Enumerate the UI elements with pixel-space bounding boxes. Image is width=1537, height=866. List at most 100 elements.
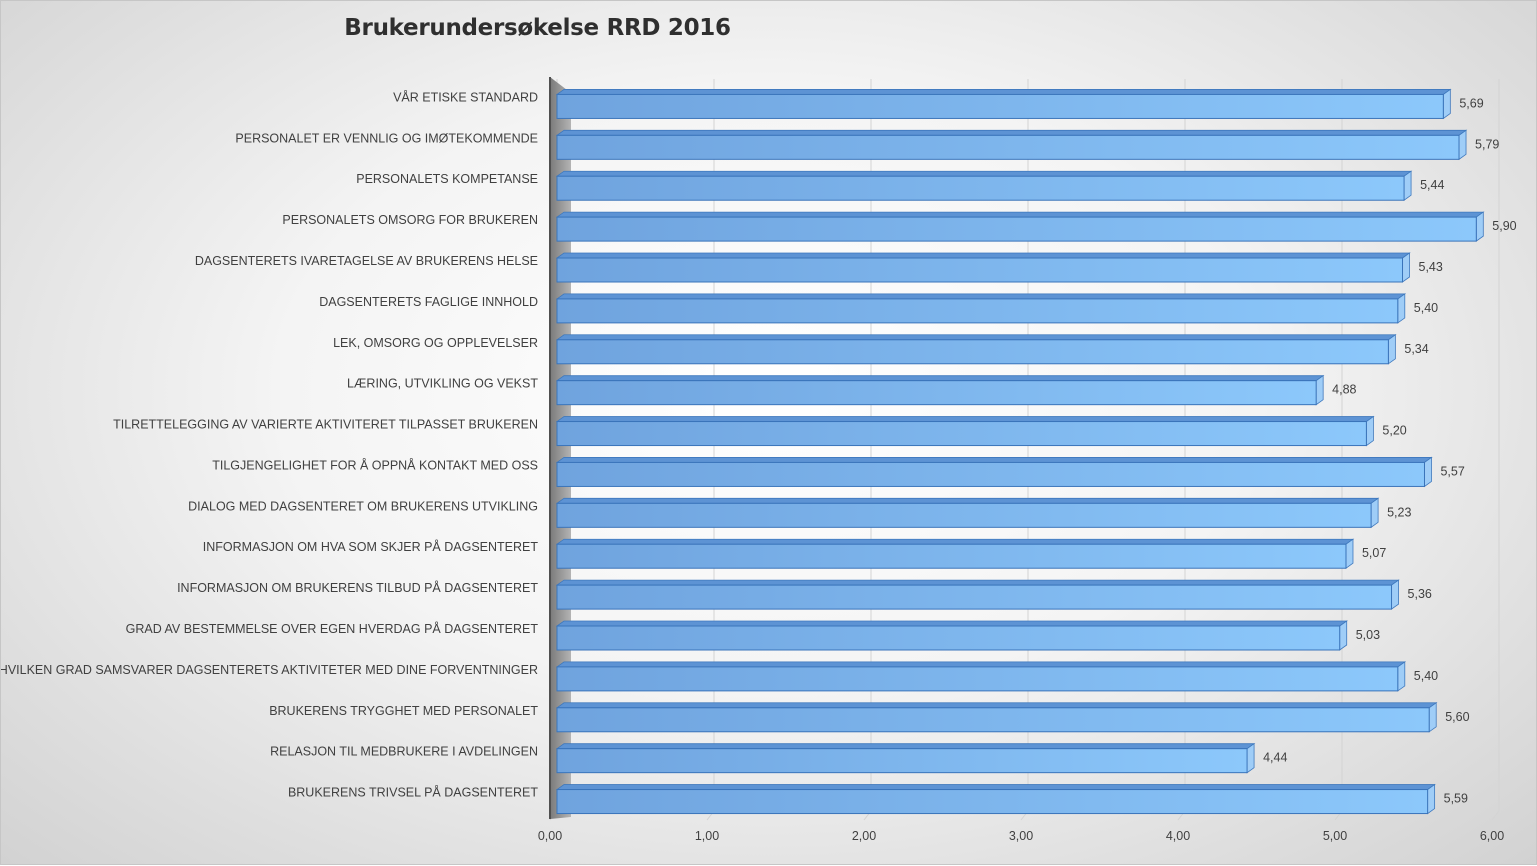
bar-top bbox=[555, 661, 1407, 668]
bar-end bbox=[1315, 374, 1324, 406]
data-label: 5,59 bbox=[1444, 792, 1468, 806]
x-tick-label: 2,00 bbox=[852, 829, 876, 843]
bar bbox=[556, 93, 1444, 119]
bar-end bbox=[1391, 579, 1399, 610]
data-label: 5,79 bbox=[1475, 137, 1499, 151]
category-label: BRUKERENS TRIVSEL PÅ DAGSENTERET bbox=[288, 785, 538, 800]
bar bbox=[556, 625, 1341, 651]
bar-top bbox=[555, 457, 1433, 463]
bar-end bbox=[1428, 702, 1437, 733]
category-label: VÅR ETISKE STANDARD bbox=[393, 89, 538, 104]
bar-top bbox=[555, 170, 1413, 177]
bar-end bbox=[1442, 88, 1451, 120]
category-label: DAGSENTERETS IVARETAGELSE AV BRUKERENS H… bbox=[195, 254, 538, 268]
bar-end bbox=[1424, 456, 1432, 488]
category-label: GRAD AV BESTEMMELSE OVER EGEN HVERDAG PÅ… bbox=[126, 621, 539, 636]
bar-top bbox=[555, 538, 1355, 545]
bar bbox=[556, 380, 1317, 406]
bar-top bbox=[555, 129, 1468, 136]
data-label: 5,90 bbox=[1492, 219, 1516, 233]
bar bbox=[556, 502, 1372, 528]
category-label: I HVILKEN GRAD SAMSVARER DAGSENTERETS AK… bbox=[1, 663, 538, 677]
data-label: 5,07 bbox=[1362, 546, 1386, 560]
bar bbox=[556, 707, 1430, 733]
category-label: TILGJENGELIGHET FOR Å OPPNÅ KONTAKT MED … bbox=[212, 457, 538, 472]
category-label: PERSONALETS KOMPETANSE bbox=[356, 172, 538, 186]
bar-top bbox=[555, 416, 1375, 422]
chart-title-text: Brukerundersøkelse RRD 2016 bbox=[344, 15, 731, 41]
bar-top bbox=[555, 743, 1256, 750]
x-tick-label: 1,00 bbox=[695, 829, 719, 843]
bar-end bbox=[1366, 415, 1374, 447]
data-label: 4,88 bbox=[1332, 383, 1356, 397]
bar-end bbox=[1427, 783, 1436, 815]
data-label: 5,57 bbox=[1440, 464, 1464, 478]
bar-top bbox=[555, 375, 1325, 382]
category-label: INFORMASJON OM BRUKERENS TILBUD PÅ DAGSE… bbox=[177, 580, 538, 595]
bar-top bbox=[555, 784, 1436, 790]
bar bbox=[556, 175, 1405, 201]
category-label: PERSONALETS OMSORG FOR BRUKEREN bbox=[282, 213, 538, 227]
bar bbox=[556, 298, 1399, 324]
bar bbox=[556, 789, 1429, 815]
bar-top bbox=[555, 293, 1407, 300]
data-label: 5,20 bbox=[1382, 424, 1406, 438]
bar-top bbox=[555, 497, 1380, 504]
bar-end bbox=[1402, 252, 1410, 283]
bar-top bbox=[555, 89, 1452, 95]
bar-end bbox=[1458, 129, 1467, 161]
data-label: 5,69 bbox=[1459, 96, 1483, 110]
bar-top bbox=[555, 211, 1485, 218]
bar bbox=[556, 584, 1393, 610]
gridline-floor bbox=[1491, 810, 1500, 821]
bar-top bbox=[555, 334, 1397, 341]
category-label: INFORMASJON OM HVA SOM SKJER PÅ DAGSENTE… bbox=[203, 539, 539, 554]
bar-end bbox=[1387, 334, 1396, 365]
data-label: 5,40 bbox=[1414, 669, 1438, 683]
bar-end bbox=[1397, 293, 1406, 324]
category-label: LEK, OMSORG OG OPPLEVELSER bbox=[333, 336, 538, 350]
category-label: PERSONALET ER VENNLIG OG IMØTEKOMMENDE bbox=[235, 131, 538, 145]
bar-top bbox=[555, 579, 1400, 586]
data-label: 5,40 bbox=[1414, 301, 1438, 315]
bar bbox=[556, 216, 1477, 242]
x-tick-label: 6,00 bbox=[1480, 829, 1504, 843]
bar-top bbox=[555, 252, 1411, 259]
x-tick-label: 0,00 bbox=[538, 829, 562, 843]
bar-end bbox=[1339, 620, 1348, 651]
bar bbox=[556, 543, 1347, 569]
data-label: 5,23 bbox=[1387, 505, 1411, 519]
category-label: DIALOG MED DAGSENTERET OM BRUKERENS UTVI… bbox=[188, 499, 538, 513]
bar-end bbox=[1397, 661, 1406, 692]
category-label: BRUKERENS TRYGGHET MED PERSONALET bbox=[269, 704, 538, 718]
category-label: RELASJON TIL MEDBRUKERE I AVDELINGEN bbox=[270, 745, 538, 759]
chart-title: Brukerundersøkelse RRD 2016 bbox=[1, 15, 1537, 41]
bar-end bbox=[1370, 497, 1379, 529]
data-label: 5,36 bbox=[1408, 587, 1432, 601]
bar-top bbox=[555, 702, 1438, 709]
bar bbox=[556, 134, 1460, 160]
data-label: 5,43 bbox=[1419, 260, 1443, 274]
bar-end bbox=[1345, 538, 1354, 569]
data-label: 5,44 bbox=[1420, 178, 1444, 192]
bar bbox=[556, 666, 1399, 692]
category-label: LÆRING, UTVIKLING OG VEKST bbox=[347, 377, 538, 391]
category-label: TILRETTELEGGING AV VARIERTE AKTIVITERET … bbox=[113, 418, 538, 432]
bar bbox=[556, 421, 1367, 447]
x-tick-label: 4,00 bbox=[1166, 829, 1190, 843]
data-label: 4,44 bbox=[1263, 751, 1287, 765]
x-tick-label: 3,00 bbox=[1009, 829, 1033, 843]
data-label: 5,34 bbox=[1404, 342, 1428, 356]
bar bbox=[556, 257, 1404, 283]
bar-top bbox=[555, 620, 1348, 627]
bar-end bbox=[1403, 170, 1412, 201]
category-label: DAGSENTERETS FAGLIGE INNHOLD bbox=[319, 295, 538, 309]
data-label: 5,03 bbox=[1356, 628, 1380, 642]
bar-end bbox=[1475, 211, 1484, 242]
bar bbox=[556, 461, 1425, 487]
bar-end bbox=[1246, 742, 1255, 774]
data-label: 5,60 bbox=[1445, 710, 1469, 724]
bar bbox=[556, 339, 1389, 365]
